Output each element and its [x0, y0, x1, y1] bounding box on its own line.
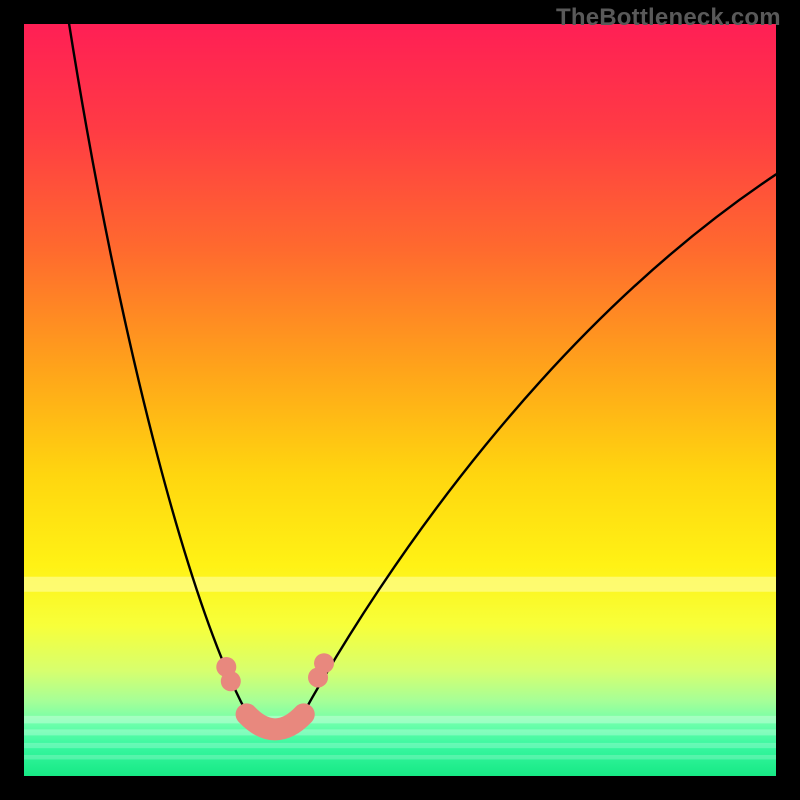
- gradient-band-0: [24, 577, 776, 592]
- outer-frame: [0, 0, 800, 800]
- gradient-background: [24, 24, 776, 776]
- gradient-band-1: [24, 716, 776, 724]
- gradient-band-3: [24, 743, 776, 748]
- marker-dot-3: [314, 653, 334, 673]
- gradient-band-4: [24, 755, 776, 760]
- watermark-text: TheBottleneck.com: [556, 4, 781, 32]
- gradient-band-2: [24, 729, 776, 735]
- plot-svg: [24, 24, 776, 776]
- plot-area: [24, 24, 776, 776]
- marker-dot-1: [221, 671, 241, 691]
